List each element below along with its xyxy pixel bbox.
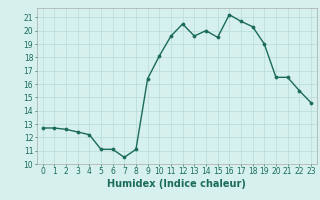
X-axis label: Humidex (Indice chaleur): Humidex (Indice chaleur) <box>108 179 246 189</box>
